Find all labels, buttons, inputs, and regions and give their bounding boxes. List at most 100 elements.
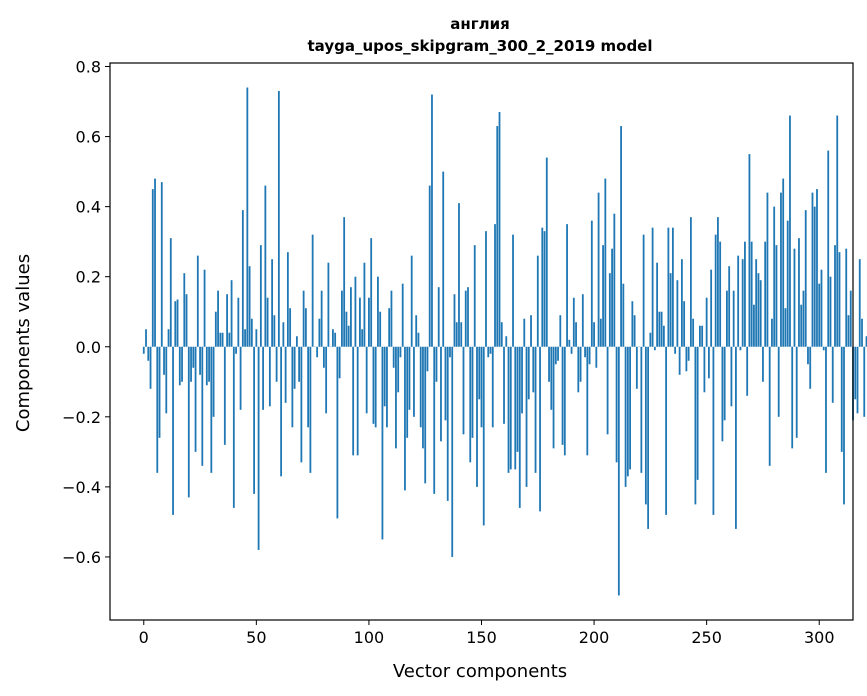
bar [521, 346, 523, 414]
bar [719, 241, 722, 347]
bar [487, 346, 490, 358]
bar [253, 346, 255, 494]
bar [368, 297, 370, 347]
bar [494, 224, 496, 347]
bar [480, 346, 483, 428]
bar [667, 227, 670, 347]
bar [579, 346, 582, 382]
bar [212, 346, 215, 417]
bar [849, 290, 852, 347]
bar [356, 346, 359, 456]
bar [255, 329, 258, 347]
bar [804, 210, 807, 347]
bar [280, 346, 283, 477]
bar [748, 154, 751, 347]
bar [656, 262, 659, 347]
bar [680, 259, 683, 347]
y-tick-label: 0.8 [76, 58, 101, 77]
bar [759, 280, 762, 347]
bar [293, 346, 296, 389]
bar [807, 346, 809, 365]
bar [780, 192, 782, 347]
bar [523, 318, 526, 347]
bar [728, 266, 731, 347]
bar [622, 283, 625, 347]
bar [208, 346, 210, 382]
bar [717, 217, 719, 347]
bar [834, 245, 836, 347]
x-tick-label: 300 [804, 628, 835, 647]
bar [820, 269, 823, 347]
bar [507, 346, 510, 473]
bar [608, 273, 611, 347]
bar [433, 346, 436, 494]
bar [192, 346, 195, 368]
bar [458, 203, 460, 347]
x-tick-label: 200 [579, 628, 610, 647]
bar [771, 318, 773, 347]
bar [685, 346, 688, 372]
bar [570, 346, 573, 354]
y-tick-label: −0.4 [62, 478, 101, 497]
bar [190, 346, 192, 382]
bar [341, 290, 343, 347]
bar [552, 346, 555, 449]
bar [755, 259, 758, 347]
bar [417, 332, 420, 347]
bar [332, 329, 334, 347]
bar [793, 248, 796, 347]
chart-title-line2: tayga_upos_skipgram_300_2_2019 model [308, 37, 653, 55]
bar [550, 346, 553, 410]
bar [617, 346, 620, 596]
bar [710, 269, 713, 347]
x-tick-label: 50 [246, 628, 266, 647]
plot-frame [109, 62, 854, 621]
bar [838, 252, 841, 347]
bar [723, 346, 726, 421]
bar [167, 329, 170, 347]
bar [629, 346, 631, 470]
bar [230, 280, 233, 347]
bar [449, 346, 451, 358]
bar [386, 346, 388, 428]
bar [446, 346, 449, 501]
bar [178, 346, 181, 386]
bar [257, 346, 260, 550]
bar [370, 238, 373, 347]
bar [631, 301, 634, 347]
bar [604, 178, 607, 347]
x-axis-ticks: 0 50 100 150 200 250 300 [139, 620, 835, 647]
bar [410, 255, 413, 347]
bar [831, 346, 834, 403]
bar [642, 234, 645, 347]
y-tick-label: 0.2 [76, 268, 101, 287]
bar [525, 346, 528, 487]
bar [235, 346, 237, 354]
bar [554, 346, 557, 365]
bar [545, 157, 548, 347]
bar [620, 126, 622, 347]
y-tick-label: −0.6 [62, 548, 101, 567]
bar [431, 94, 433, 347]
bar [744, 241, 746, 347]
bar [518, 346, 521, 508]
bar [390, 290, 393, 347]
bar [428, 185, 431, 347]
bar [282, 322, 285, 347]
bar [165, 346, 168, 414]
bar [149, 346, 152, 389]
bar [516, 346, 519, 452]
bar [489, 346, 492, 354]
bar [757, 273, 760, 347]
bar [721, 346, 724, 442]
bar [199, 346, 201, 375]
bar [437, 287, 440, 347]
bar [822, 346, 825, 351]
bar [232, 346, 235, 508]
bar [273, 315, 276, 347]
bar [557, 346, 559, 361]
bar [217, 290, 219, 347]
bar [732, 290, 735, 347]
y-axis-ticks: −0.6 −0.4 −0.2 0.0 0.2 0.4 0.6 0.8 [62, 58, 110, 567]
bar [750, 241, 753, 347]
